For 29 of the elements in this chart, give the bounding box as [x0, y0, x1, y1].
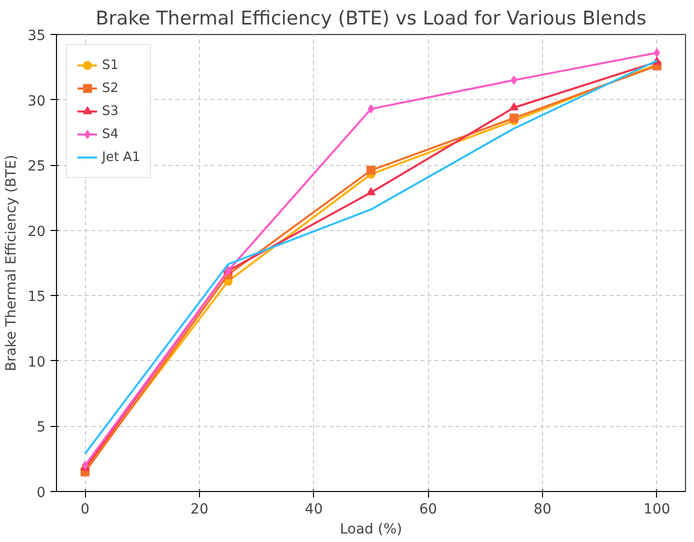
- x-tick-label: 80: [534, 502, 552, 518]
- legend-label: S3: [102, 104, 120, 118]
- y-tick-label: 5: [36, 420, 46, 436]
- legend-label: S4: [102, 126, 120, 142]
- legend-label: S2: [102, 80, 120, 96]
- point: [510, 76, 518, 85]
- y-tick-label: 10: [28, 354, 46, 370]
- legend-label: Jet A1: [102, 150, 140, 164]
- x-tick-label: 40: [304, 502, 323, 518]
- x-tick-label: 0: [80, 502, 90, 518]
- point: [366, 166, 376, 175]
- point: [509, 114, 518, 123]
- x-axis-title: Load (%): [340, 522, 402, 538]
- y-tick-label: 25: [28, 158, 46, 175]
- x-tick-label: 100: [644, 502, 670, 518]
- point: [366, 187, 376, 196]
- x-tick-label: 20: [190, 502, 208, 518]
- y-tick-label: 30: [28, 93, 46, 110]
- x-tick-label: 60: [419, 502, 438, 518]
- point: [509, 102, 518, 110]
- legend-label: S1: [102, 58, 120, 72]
- y-axis-title: Brake Thermal Efficiency (BTE): [4, 154, 20, 372]
- point: [654, 48, 660, 58]
- y-tick-label: 20: [28, 224, 46, 240]
- y-tick-label: 15: [28, 289, 46, 306]
- y-tick-label: 0: [36, 485, 46, 501]
- point: [368, 104, 374, 114]
- y-tick-label: 35: [28, 28, 46, 44]
- chart-title: Brake Thermal Efficiency (BTE) vs Load for Various Blends: [96, 8, 646, 30]
